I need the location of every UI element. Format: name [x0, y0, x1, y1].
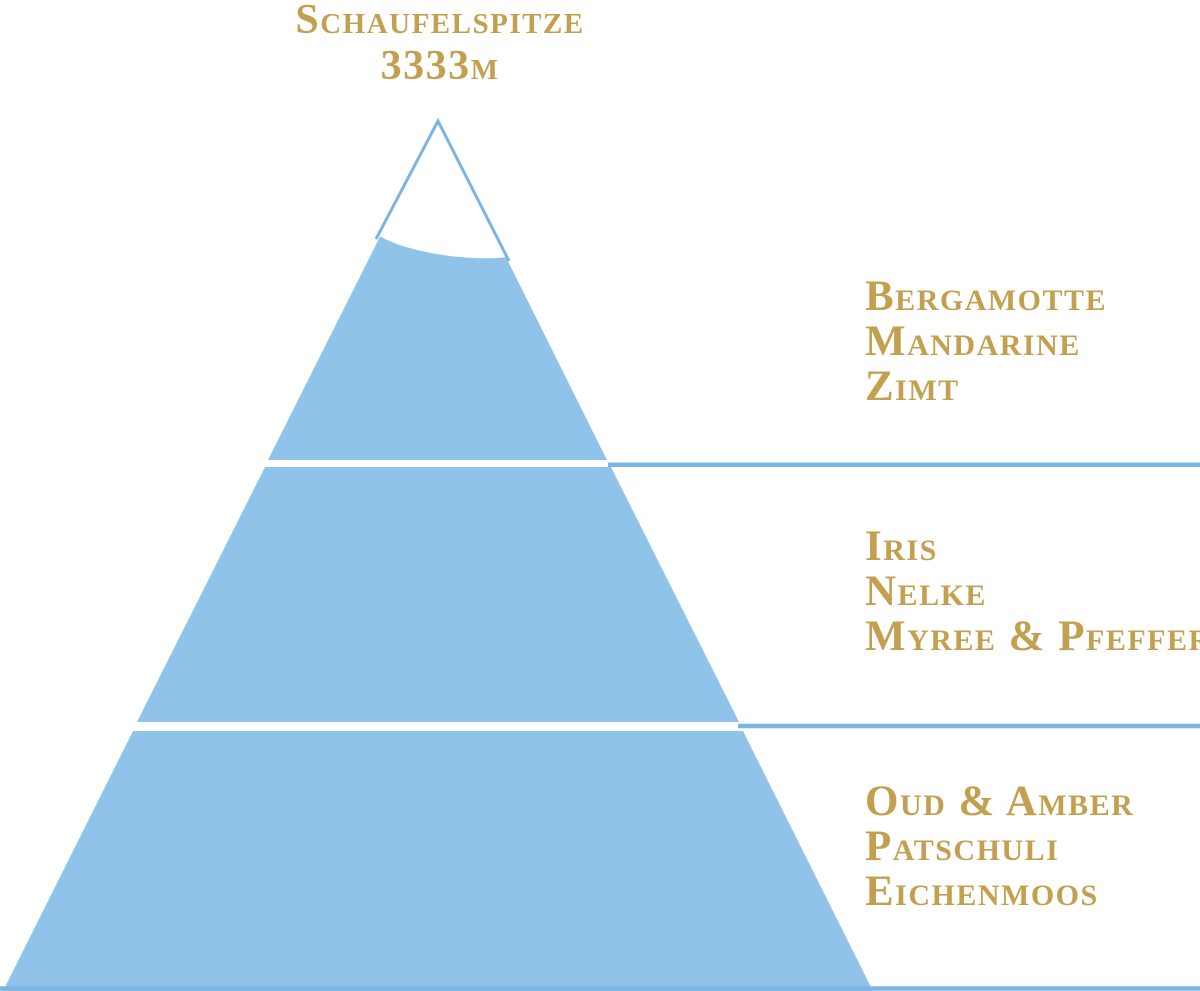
snow-cap [378, 121, 507, 259]
peak-outline [374, 117, 511, 262]
mountain-name: Schaufelspitze [295, 0, 585, 43]
note-line: Iris [865, 523, 938, 570]
top-notes: Bergamotte Mandarine Zimt [865, 274, 1107, 409]
note-line: Nelke [865, 568, 987, 615]
note-line: Patschuli [865, 823, 1060, 870]
mountain-elevation: 3333m [380, 43, 500, 89]
note-line: Mandarine [865, 318, 1081, 365]
mountain-title: Schaufelspitze 3333m [140, 0, 740, 89]
note-line: Oud & Amber [865, 778, 1135, 825]
base-notes: Oud & Amber Patschuli Eichenmoos [865, 779, 1134, 914]
pyramid-middle-section [137, 467, 739, 722]
note-line: Bergamotte [865, 273, 1108, 320]
pyramid-base-section [3, 731, 873, 991]
note-line: Myree & Pfeffer [865, 613, 1200, 660]
note-line: Eichenmoos [865, 868, 1099, 915]
pyramid-top-section [268, 121, 607, 460]
note-line: Zimt [865, 363, 960, 410]
heart-notes: Iris Nelke Myree & Pfeffer [865, 524, 1200, 659]
